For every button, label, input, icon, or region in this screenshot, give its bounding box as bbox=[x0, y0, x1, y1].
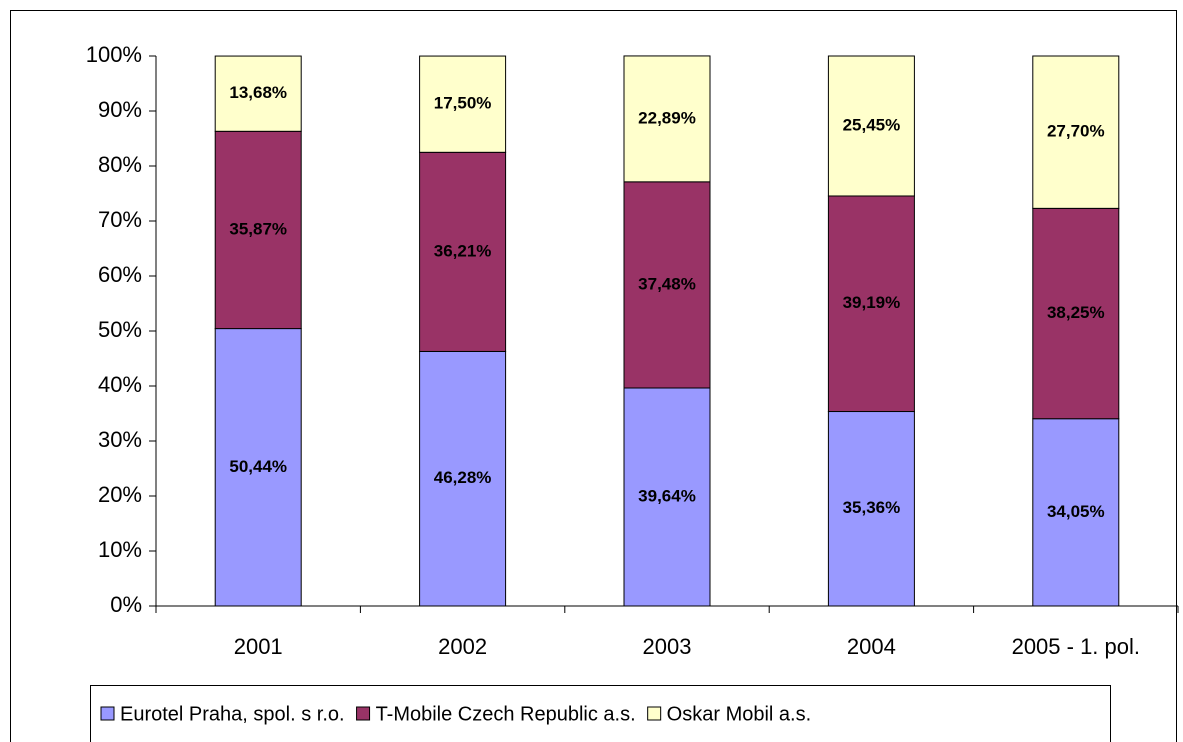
y-tick-label: 90% bbox=[98, 97, 142, 122]
legend-swatch bbox=[647, 706, 662, 721]
bar-segment bbox=[623, 55, 711, 183]
legend-label: T-Mobile Czech Republic a.s. bbox=[376, 703, 636, 725]
y-tick-label: 0% bbox=[110, 592, 142, 617]
y-tick-label: 10% bbox=[98, 537, 142, 562]
value-label: 34,05% bbox=[1047, 502, 1105, 521]
legend-swatch bbox=[356, 706, 371, 721]
value-label: 27,70% bbox=[1047, 122, 1105, 141]
bar-segment bbox=[827, 55, 915, 197]
y-tick-label: 70% bbox=[98, 207, 142, 232]
bar-segment bbox=[419, 350, 507, 607]
legend-box bbox=[90, 685, 1111, 742]
value-label: 36,21% bbox=[434, 241, 492, 260]
bar-segment bbox=[214, 130, 302, 330]
y-tick-label: 80% bbox=[98, 152, 142, 177]
value-label: 38,25% bbox=[1047, 303, 1105, 322]
bar-segment bbox=[1032, 418, 1120, 607]
bar-segment bbox=[1032, 55, 1120, 209]
y-tick-label: 30% bbox=[98, 427, 142, 452]
value-label: 37,48% bbox=[638, 274, 696, 293]
value-label: 39,19% bbox=[843, 293, 901, 312]
x-tick-label: 2005 - 1. pol. bbox=[1012, 634, 1140, 659]
bar-segment bbox=[827, 411, 915, 607]
legend-label: Oskar Mobil a.s. bbox=[667, 703, 811, 725]
value-label: 17,50% bbox=[434, 94, 492, 113]
legend-label: Eurotel Praha, spol. s r.o. bbox=[120, 703, 345, 725]
chart-frame bbox=[10, 10, 1177, 742]
x-tick-label: 2004 bbox=[847, 634, 896, 659]
value-label: 39,64% bbox=[638, 486, 696, 505]
y-tick-label: 40% bbox=[98, 372, 142, 397]
bar-segment bbox=[623, 387, 711, 607]
y-tick-label: 20% bbox=[98, 482, 142, 507]
value-label: 50,44% bbox=[229, 457, 287, 476]
bar-segment bbox=[419, 151, 507, 352]
y-tick-label: 100% bbox=[86, 42, 142, 67]
x-tick-label: 2001 bbox=[234, 634, 283, 659]
y-tick-label: 50% bbox=[98, 317, 142, 342]
legend-swatch bbox=[100, 706, 115, 721]
bar-segment bbox=[827, 195, 915, 413]
x-tick-label: 2002 bbox=[438, 634, 487, 659]
value-label: 35,36% bbox=[843, 498, 901, 517]
value-label: 25,45% bbox=[843, 115, 901, 134]
bar-segment bbox=[623, 181, 711, 389]
value-label: 35,87% bbox=[229, 219, 287, 238]
value-label: 13,68% bbox=[229, 83, 287, 102]
value-label: 22,89% bbox=[638, 108, 696, 127]
y-tick-label: 60% bbox=[98, 262, 142, 287]
x-tick-label: 2003 bbox=[643, 634, 692, 659]
bar-segment bbox=[419, 55, 507, 153]
bar-segment bbox=[1032, 207, 1120, 420]
bar-segment bbox=[214, 55, 302, 132]
value-label: 46,28% bbox=[434, 468, 492, 487]
